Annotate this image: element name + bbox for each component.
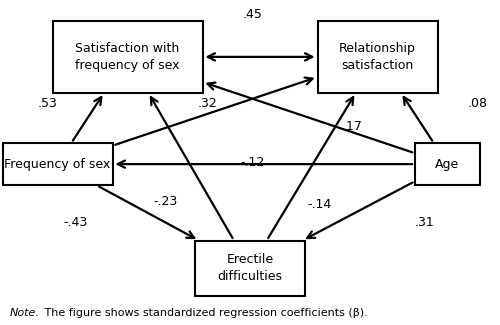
FancyBboxPatch shape [415,143,480,185]
Text: The figure shows standardized regression coefficients (β).: The figure shows standardized regression… [41,308,368,318]
Text: Relationship
satisfaction: Relationship satisfaction [339,42,416,72]
FancyBboxPatch shape [2,143,112,185]
Text: Age: Age [436,158,460,171]
Text: .17: .17 [342,120,362,133]
FancyBboxPatch shape [318,21,438,93]
Text: Satisfaction with
frequency of sex: Satisfaction with frequency of sex [75,42,180,72]
Text: -.23: -.23 [153,195,177,208]
Text: -.12: -.12 [240,156,264,169]
Text: Note.: Note. [10,308,40,318]
Text: .45: .45 [242,8,262,21]
Text: .53: .53 [38,98,58,111]
Text: .08: .08 [468,98,487,111]
Text: .31: .31 [415,216,435,229]
Text: Frequency of sex: Frequency of sex [4,158,110,171]
FancyBboxPatch shape [195,240,305,296]
Text: Erectile
difficulties: Erectile difficulties [218,254,282,283]
FancyBboxPatch shape [52,21,203,93]
Text: -.14: -.14 [308,198,332,211]
Text: -.43: -.43 [63,216,88,229]
Text: .32: .32 [198,98,218,111]
